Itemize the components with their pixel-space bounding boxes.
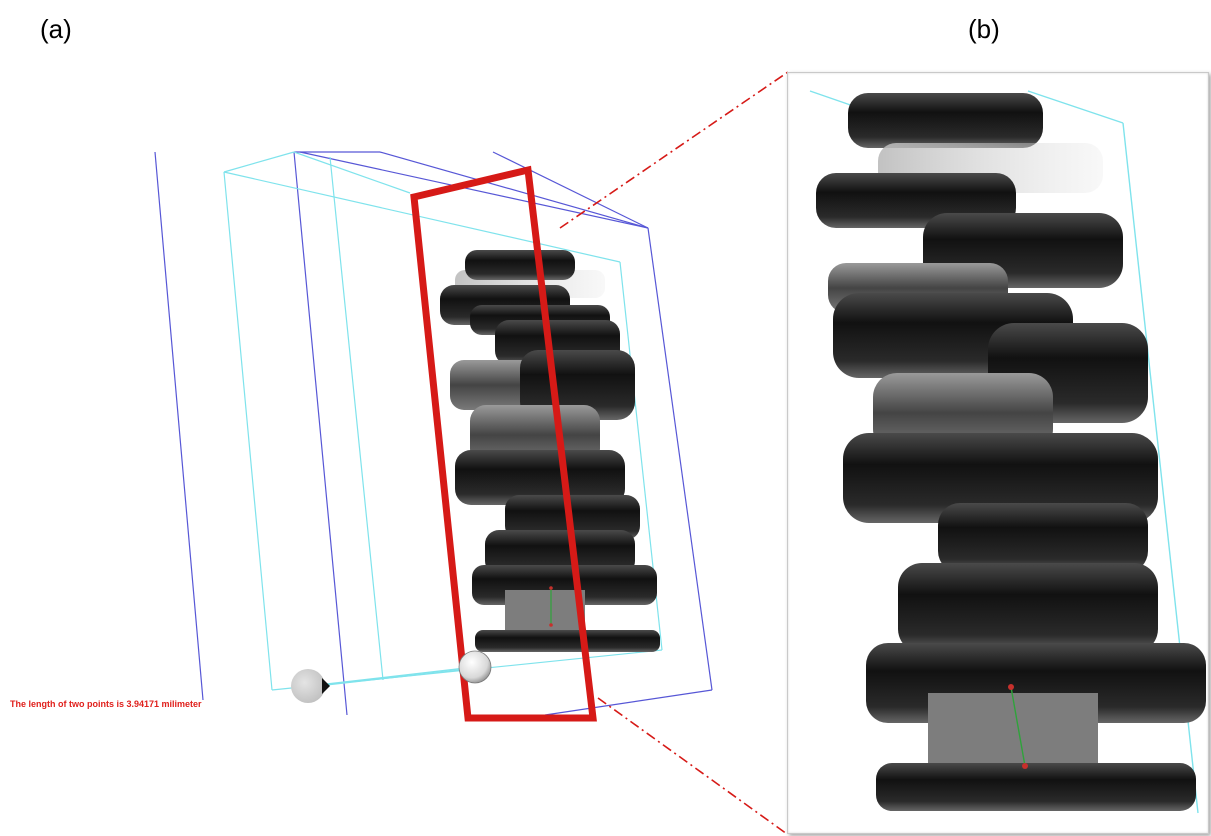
measurement-readout: The length of two points is 3.94171 mili… <box>10 699 202 709</box>
panel-a-label: (a) <box>40 14 72 44</box>
zoom-panel <box>787 72 1209 834</box>
white-sphere-icon[interactable] <box>458 650 492 684</box>
measurement-segment-small <box>549 586 553 627</box>
measurement-line <box>309 666 476 687</box>
red-selection-frame[interactable] <box>410 165 597 722</box>
zoom-object <box>816 93 1206 811</box>
panel-b-label: (b) <box>968 14 1000 44</box>
volume-object <box>440 250 660 652</box>
zoom-connector-lines <box>559 71 789 835</box>
blue-bounding-box <box>154 151 713 716</box>
zoom-measurement-segment <box>1008 684 1028 769</box>
gray-sphere-icon[interactable] <box>291 669 330 703</box>
zoom-view <box>809 90 1206 814</box>
